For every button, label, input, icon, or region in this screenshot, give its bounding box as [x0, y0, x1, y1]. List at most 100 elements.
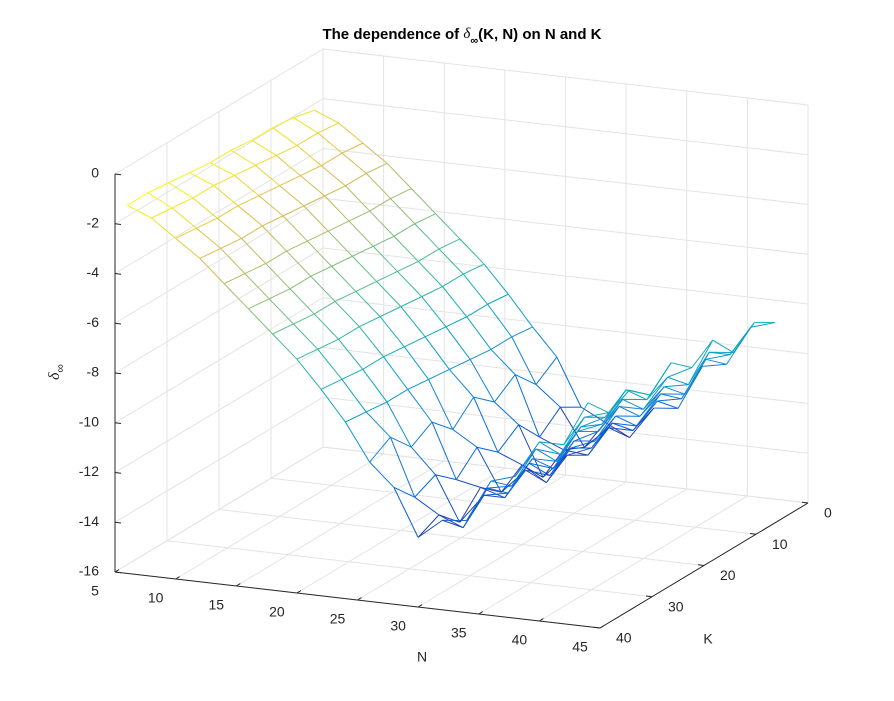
mesh-segment — [480, 486, 502, 493]
mesh-segment — [255, 154, 277, 166]
tick-mark — [114, 372, 122, 375]
mesh-segment — [275, 155, 301, 177]
tick-mark — [114, 422, 122, 424]
grid-line — [114, 347, 324, 473]
mesh-segment — [494, 401, 520, 426]
mesh-segment — [241, 238, 267, 264]
mesh-segment — [507, 293, 533, 328]
grid-line — [270, 477, 757, 535]
mesh-segment — [286, 250, 312, 277]
mesh-segment — [369, 436, 391, 463]
mesh-segment — [192, 185, 215, 199]
mesh-segment — [334, 301, 360, 327]
mesh-segment — [539, 406, 561, 438]
mesh-segment — [171, 207, 197, 229]
mesh-segment — [563, 402, 589, 445]
mesh-segment — [348, 210, 370, 222]
mesh-segment — [438, 514, 464, 529]
mesh-segment — [258, 185, 280, 197]
mesh-segment — [359, 316, 381, 328]
z-tick-label: -12 — [79, 463, 99, 479]
mesh-segment — [213, 185, 239, 207]
mesh-segment — [570, 440, 596, 449]
mesh-segment — [199, 258, 225, 284]
mesh-segment — [726, 326, 752, 365]
title-text: The dependence of — [322, 26, 463, 43]
mesh-segment — [296, 348, 318, 360]
mesh-segment — [223, 283, 249, 310]
mesh-segment — [234, 164, 256, 176]
mesh-segment — [168, 172, 190, 184]
mesh-segment — [272, 333, 298, 360]
mesh-segment — [317, 348, 343, 380]
x-axis-label: N — [417, 649, 427, 665]
mesh-segment — [307, 230, 329, 242]
mesh-segment — [480, 486, 505, 499]
tick-mark — [114, 273, 122, 275]
mesh-segment — [417, 514, 440, 538]
mesh-segment — [220, 237, 242, 249]
mesh — [126, 109, 776, 538]
mesh-segment — [417, 248, 440, 262]
mesh-segment — [147, 182, 169, 194]
mesh-segment — [334, 290, 357, 302]
x-tick-label: 20 — [269, 604, 285, 620]
tick-mark — [114, 472, 122, 474]
mesh-segment — [494, 374, 516, 403]
z-axis-label: δ∞ — [46, 364, 68, 380]
mesh-segment — [189, 162, 211, 174]
mesh-segment — [345, 411, 367, 423]
tick-mark — [114, 173, 122, 176]
mesh-segment — [310, 265, 332, 277]
mesh-segment — [438, 514, 460, 523]
mesh-segment — [320, 389, 346, 423]
mesh-segment — [317, 338, 339, 350]
mesh-segment — [324, 195, 350, 222]
mesh-segment — [542, 449, 565, 478]
mesh-segment — [251, 127, 273, 141]
mesh-segment — [331, 255, 353, 267]
mesh-segment — [597, 399, 623, 432]
title-symbol: δ — [463, 26, 471, 42]
mesh-segment — [487, 487, 509, 494]
x-tick-label: 25 — [330, 611, 346, 627]
mesh-segment — [383, 346, 405, 358]
mesh-segment — [629, 407, 655, 438]
mesh-segment — [705, 354, 731, 360]
mesh-segment — [414, 474, 436, 498]
mesh-segment — [151, 207, 173, 219]
mesh-segment — [296, 145, 322, 167]
mesh-segment — [573, 430, 599, 442]
mesh-segment — [341, 142, 364, 154]
mesh-segment — [341, 379, 367, 413]
mesh-segment — [376, 270, 398, 282]
mesh-segment — [393, 223, 416, 237]
grid-line — [114, 98, 324, 225]
mesh-segment — [584, 412, 609, 418]
mesh-segment — [171, 197, 194, 209]
mesh-segment — [417, 261, 443, 287]
mesh-segment — [667, 367, 693, 378]
mesh-segment — [338, 122, 364, 144]
mesh-segment — [490, 349, 516, 375]
mesh-segment — [438, 238, 461, 250]
grid-line — [114, 48, 324, 175]
tick-mark — [114, 521, 122, 524]
mesh-segment — [445, 326, 471, 360]
z-tick-label: 0 — [91, 165, 99, 181]
mesh-segment — [338, 326, 360, 340]
mesh-segment — [667, 376, 689, 386]
mesh-segment — [376, 281, 402, 307]
mesh-segment — [532, 326, 558, 358]
mesh-segment — [487, 485, 512, 489]
mesh-segment — [282, 205, 305, 217]
mesh-segment — [296, 132, 319, 146]
mesh-segment — [664, 386, 686, 395]
grid-line — [322, 197, 809, 255]
mesh-segment — [362, 142, 388, 164]
mesh-segment — [625, 389, 651, 396]
y-tick-label: 10 — [772, 536, 788, 552]
mesh-segment — [442, 273, 464, 288]
mesh-segment — [587, 422, 613, 456]
x-tick-label: 15 — [208, 597, 224, 613]
